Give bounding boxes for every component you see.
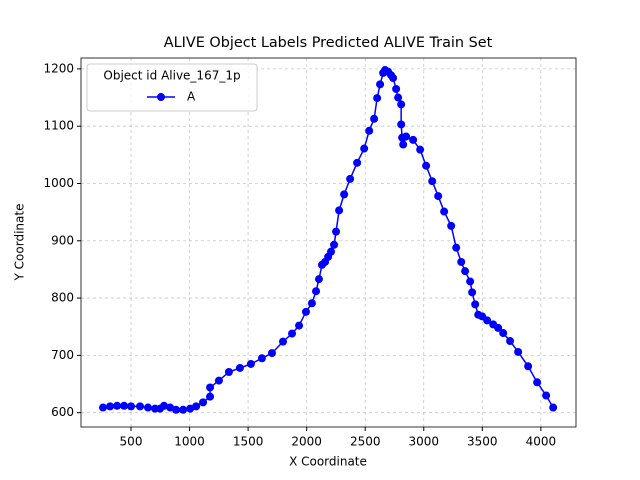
- data-point: [235, 363, 244, 372]
- x-tick-label: 4000: [526, 435, 557, 449]
- data-point: [499, 329, 508, 338]
- data-point: [514, 347, 523, 356]
- x-axis-label: X Coordinate: [289, 455, 367, 469]
- data-point: [483, 316, 492, 325]
- data-point: [397, 120, 406, 129]
- data-point: [468, 288, 477, 297]
- data-point: [373, 94, 382, 103]
- data-point: [494, 323, 503, 332]
- data-point: [214, 376, 223, 385]
- data-point: [549, 403, 558, 412]
- data-point: [179, 405, 188, 414]
- data-point: [327, 247, 336, 256]
- data-point: [422, 161, 431, 170]
- legend: Object id Alive_167_1p A: [86, 63, 258, 112]
- data-point: [452, 243, 461, 252]
- data-point: [466, 277, 475, 286]
- y-tick-label: 900: [51, 233, 74, 247]
- data-point: [461, 267, 470, 276]
- data-point: [120, 401, 129, 410]
- x-tick-label: 3500: [467, 435, 498, 449]
- data-point: [416, 145, 425, 154]
- data-point: [335, 206, 344, 215]
- data-point: [409, 135, 418, 144]
- axes-frame: [80, 57, 577, 428]
- data-point: [224, 367, 233, 376]
- data-point: [257, 354, 266, 363]
- data-point: [370, 114, 379, 123]
- data-point: [428, 177, 437, 186]
- data-point: [314, 275, 323, 284]
- data-point: [312, 287, 321, 296]
- data-point: [392, 84, 401, 93]
- data-point: [434, 192, 443, 201]
- data-point: [330, 240, 339, 249]
- data-point: [295, 321, 304, 330]
- data-point: [360, 144, 369, 153]
- y-axis-label: Y Coordinate: [13, 204, 27, 282]
- data-point: [346, 174, 355, 183]
- chart-title: ALIVE Object Labels Predicted ALIVE Trai…: [164, 35, 493, 51]
- x-tick-label: 3000: [408, 435, 439, 449]
- data-point: [301, 307, 310, 316]
- y-tick-label: 600: [51, 405, 74, 419]
- data-point: [172, 405, 181, 414]
- data-point: [402, 132, 411, 141]
- y-tick-label: 1000: [43, 176, 74, 190]
- y-tick-label: 1200: [43, 61, 74, 75]
- data-point: [106, 402, 115, 411]
- y-tick-label: 1100: [43, 119, 74, 133]
- data-point: [307, 299, 316, 308]
- data-point: [136, 402, 145, 411]
- legend-label: A: [187, 90, 196, 104]
- data-point: [353, 158, 362, 167]
- data-point: [99, 403, 108, 412]
- data-point: [206, 383, 215, 392]
- data-point: [397, 100, 406, 109]
- data-point: [340, 190, 349, 199]
- data-point: [143, 403, 152, 412]
- x-tick-label: 500: [120, 435, 143, 449]
- data-point: [160, 401, 169, 410]
- legend-title: Object id Alive_167_1p: [103, 69, 240, 83]
- data-point: [113, 401, 122, 410]
- data-point: [394, 93, 403, 102]
- data-point: [399, 140, 408, 149]
- data-point: [127, 402, 136, 411]
- data-point: [279, 337, 288, 346]
- data-point: [206, 392, 215, 401]
- data-point: [533, 378, 542, 387]
- data-point: [376, 80, 385, 89]
- data-point: [365, 126, 374, 135]
- y-tick-label: 700: [51, 348, 74, 362]
- data-point: [267, 349, 276, 358]
- data-point: [199, 398, 208, 407]
- x-tick-label: 2500: [350, 435, 381, 449]
- data-point: [332, 227, 341, 236]
- data-point: [506, 337, 515, 346]
- y-tick-label: 800: [51, 291, 74, 305]
- x-tick-label: 1000: [174, 435, 205, 449]
- data-point: [524, 362, 533, 371]
- data-point: [246, 359, 255, 368]
- legend-swatch-marker: [157, 93, 165, 101]
- data-point: [440, 207, 449, 216]
- data-point: [542, 391, 551, 400]
- data-point: [447, 221, 456, 230]
- data-point: [389, 74, 398, 83]
- x-tick-label: 1500: [233, 435, 264, 449]
- x-tick-label: 2000: [291, 435, 322, 449]
- data-point: [471, 300, 480, 309]
- legend-box: [86, 63, 258, 112]
- data-point: [192, 402, 201, 411]
- data-point: [288, 329, 297, 338]
- data-point: [457, 257, 466, 266]
